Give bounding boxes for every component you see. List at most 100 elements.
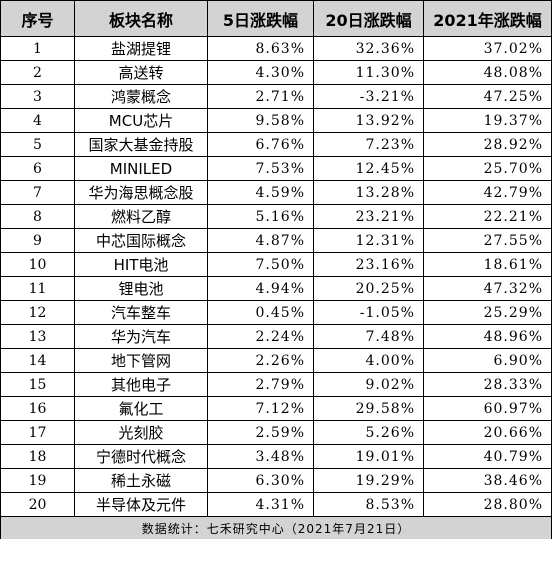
cell-2021-change: 48.96% bbox=[423, 324, 552, 349]
cell-index: 16 bbox=[0, 396, 75, 421]
cell-sector-name: 高送转 bbox=[74, 60, 208, 85]
header-2021-change: 2021年涨跌幅 bbox=[423, 0, 552, 37]
cell-index: 6 bbox=[0, 156, 75, 181]
cell-index: 14 bbox=[0, 348, 75, 373]
cell-2021-change: 18.61% bbox=[423, 252, 552, 277]
cell-5day-change: 7.53% bbox=[207, 156, 314, 181]
cell-20day-change: 20.25% bbox=[313, 276, 424, 301]
sector-performance-table: 序号 板块名称 5日涨跌幅 20日涨跌幅 2021年涨跌幅 1 盐湖提锂 8.63%… bbox=[0, 0, 552, 539]
cell-sector-name: 稀土永磁 bbox=[74, 468, 208, 493]
table-row: 13 华为汽车 2.24% 7.48% 48.96% bbox=[0, 324, 552, 349]
cell-sector-name: 鸿蒙概念 bbox=[74, 84, 208, 109]
cell-20day-change: 4.00% bbox=[313, 348, 424, 373]
cell-5day-change: 9.58% bbox=[207, 108, 314, 133]
cell-sector-name: 氟化工 bbox=[74, 396, 208, 421]
header-index: 序号 bbox=[0, 0, 75, 37]
cell-5day-change: 4.94% bbox=[207, 276, 314, 301]
cell-sector-name: 半导体及元件 bbox=[74, 492, 208, 517]
table-row: 9 中芯国际概念 4.87% 12.31% 27.55% bbox=[0, 228, 552, 253]
cell-20day-change: 32.36% bbox=[313, 36, 424, 61]
footer-row: 数据统计：七禾研究中心（2021年7月21日） bbox=[0, 516, 552, 539]
header-20day-change: 20日涨跌幅 bbox=[313, 0, 424, 37]
table-row: 5 国家大基金持股 6.76% 7.23% 28.92% bbox=[0, 132, 552, 157]
header-sector-name: 板块名称 bbox=[74, 0, 208, 37]
cell-2021-change: 40.79% bbox=[423, 444, 552, 469]
cell-5day-change: 2.24% bbox=[207, 324, 314, 349]
cell-index: 20 bbox=[0, 492, 75, 517]
cell-2021-change: 28.80% bbox=[423, 492, 552, 517]
cell-20day-change: -1.05% bbox=[313, 300, 424, 325]
cell-index: 4 bbox=[0, 108, 75, 133]
table-body: 1 盐湖提锂 8.63% 32.36% 37.02% 2 高送转 4.30% 11.30% 48.… bbox=[0, 36, 552, 517]
cell-20day-change: 12.31% bbox=[313, 228, 424, 253]
cell-2021-change: 47.32% bbox=[423, 276, 552, 301]
cell-20day-change: 13.28% bbox=[313, 180, 424, 205]
cell-2021-change: 60.97% bbox=[423, 396, 552, 421]
cell-20day-change: 13.92% bbox=[313, 108, 424, 133]
table-row: 14 地下管网 2.26% 4.00% 6.90% bbox=[0, 348, 552, 373]
cell-5day-change: 8.63% bbox=[207, 36, 314, 61]
cell-2021-change: 48.08% bbox=[423, 60, 552, 85]
cell-index: 7 bbox=[0, 180, 75, 205]
cell-sector-name: 中芯国际概念 bbox=[74, 228, 208, 253]
cell-sector-name: 燃料乙醇 bbox=[74, 204, 208, 229]
cell-2021-change: 6.90% bbox=[423, 348, 552, 373]
table-row: 19 稀土永磁 6.30% 19.29% 38.46% bbox=[0, 468, 552, 493]
cell-5day-change: 2.59% bbox=[207, 420, 314, 445]
cell-sector-name: MCU芯片 bbox=[74, 108, 208, 133]
cell-2021-change: 37.02% bbox=[423, 36, 552, 61]
cell-5day-change: 7.50% bbox=[207, 252, 314, 277]
table-row: 1 盐湖提锂 8.63% 32.36% 37.02% bbox=[0, 36, 552, 61]
table-row: 11 锂电池 4.94% 20.25% 47.32% bbox=[0, 276, 552, 301]
cell-2021-change: 19.37% bbox=[423, 108, 552, 133]
cell-5day-change: 6.30% bbox=[207, 468, 314, 493]
table-row: 7 华为海思概念股 4.59% 13.28% 42.79% bbox=[0, 180, 552, 205]
cell-index: 11 bbox=[0, 276, 75, 301]
cell-index: 19 bbox=[0, 468, 75, 493]
cell-index: 9 bbox=[0, 228, 75, 253]
cell-index: 1 bbox=[0, 36, 75, 61]
cell-index: 12 bbox=[0, 300, 75, 325]
cell-2021-change: 20.66% bbox=[423, 420, 552, 445]
cell-sector-name: 盐湖提锂 bbox=[74, 36, 208, 61]
cell-20day-change: 12.45% bbox=[313, 156, 424, 181]
cell-20day-change: 5.26% bbox=[313, 420, 424, 445]
header-5day-change: 5日涨跌幅 bbox=[207, 0, 314, 37]
cell-20day-change: -3.21% bbox=[313, 84, 424, 109]
cell-5day-change: 2.26% bbox=[207, 348, 314, 373]
header-row: 序号 板块名称 5日涨跌幅 20日涨跌幅 2021年涨跌幅 bbox=[0, 0, 552, 37]
cell-5day-change: 4.30% bbox=[207, 60, 314, 85]
cell-20day-change: 23.21% bbox=[313, 204, 424, 229]
cell-5day-change: 4.59% bbox=[207, 180, 314, 205]
cell-20day-change: 19.29% bbox=[313, 468, 424, 493]
cell-sector-name: 华为海思概念股 bbox=[74, 180, 208, 205]
cell-index: 3 bbox=[0, 84, 75, 109]
cell-2021-change: 28.92% bbox=[423, 132, 552, 157]
table-row: 16 氟化工 7.12% 29.58% 60.97% bbox=[0, 396, 552, 421]
cell-5day-change: 2.71% bbox=[207, 84, 314, 109]
table-row: 15 其他电子 2.79% 9.02% 28.33% bbox=[0, 372, 552, 397]
cell-5day-change: 4.87% bbox=[207, 228, 314, 253]
cell-20day-change: 23.16% bbox=[313, 252, 424, 277]
table-row: 4 MCU芯片 9.58% 13.92% 19.37% bbox=[0, 108, 552, 133]
cell-sector-name: 汽车整车 bbox=[74, 300, 208, 325]
cell-sector-name: 华为汽车 bbox=[74, 324, 208, 349]
data-source-note: 数据统计：七禾研究中心（2021年7月21日） bbox=[0, 516, 552, 539]
cell-index: 17 bbox=[0, 420, 75, 445]
cell-20day-change: 9.02% bbox=[313, 372, 424, 397]
cell-20day-change: 11.30% bbox=[313, 60, 424, 85]
cell-20day-change: 7.48% bbox=[313, 324, 424, 349]
cell-5day-change: 3.48% bbox=[207, 444, 314, 469]
cell-2021-change: 22.21% bbox=[423, 204, 552, 229]
table-row: 10 HIT电池 7.50% 23.16% 18.61% bbox=[0, 252, 552, 277]
table-row: 8 燃料乙醇 5.16% 23.21% 22.21% bbox=[0, 204, 552, 229]
cell-5day-change: 7.12% bbox=[207, 396, 314, 421]
cell-20day-change: 19.01% bbox=[313, 444, 424, 469]
cell-2021-change: 38.46% bbox=[423, 468, 552, 493]
cell-5day-change: 5.16% bbox=[207, 204, 314, 229]
table-row: 3 鸿蒙概念 2.71% -3.21% 47.25% bbox=[0, 84, 552, 109]
cell-2021-change: 25.70% bbox=[423, 156, 552, 181]
table-row: 20 半导体及元件 4.31% 8.53% 28.80% bbox=[0, 492, 552, 517]
cell-2021-change: 28.33% bbox=[423, 372, 552, 397]
cell-2021-change: 27.55% bbox=[423, 228, 552, 253]
